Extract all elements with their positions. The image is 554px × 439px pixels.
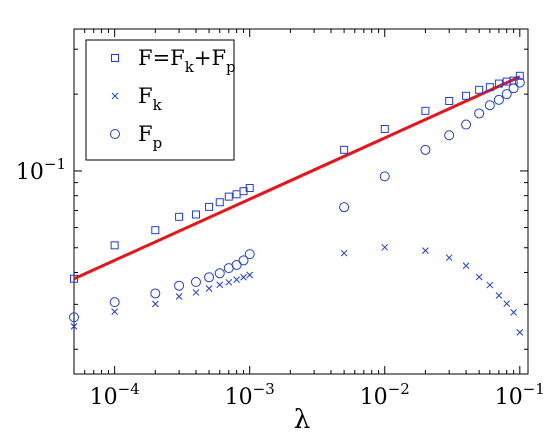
- data-point-square: [445, 96, 454, 105]
- data-point-square: [110, 241, 119, 250]
- data-point-circle: [501, 89, 512, 100]
- data-point-square: [340, 145, 349, 154]
- data-point-circle: [493, 94, 504, 105]
- data-point-cross: [246, 271, 254, 279]
- data-point-cross: [475, 273, 483, 281]
- data-point-square: [175, 212, 184, 221]
- data-point-square: [380, 125, 389, 134]
- legend-label: Fp: [138, 122, 162, 152]
- data-point-square: [494, 79, 503, 88]
- data-point-cross: [192, 289, 200, 296]
- fit-line-group: [73, 75, 521, 281]
- legend-label: F=Fk+Fp: [138, 46, 236, 76]
- data-point-circle: [514, 77, 525, 88]
- data-point-circle: [244, 249, 255, 260]
- data-point-circle: [174, 280, 185, 291]
- data-point-circle: [420, 144, 431, 155]
- x-tick-label: 10−1: [495, 380, 545, 410]
- data-point-square: [475, 85, 484, 94]
- data-point-circle: [69, 312, 79, 323]
- data-point-circle: [508, 83, 519, 94]
- data-point-circle: [190, 277, 201, 288]
- data-point-square: [191, 210, 200, 219]
- fit-line: [73, 75, 521, 281]
- data-point-circle: [231, 259, 242, 270]
- legend-marker-circle: [110, 129, 120, 139]
- legend: F=Fk+Fp Fk Fp: [85, 39, 236, 161]
- data-point-circle: [484, 100, 495, 111]
- data-point-cross: [516, 328, 524, 336]
- data-point-square: [245, 184, 254, 193]
- x-axis-label: λ: [294, 405, 310, 435]
- data-point-cross: [111, 308, 119, 315]
- data-point-cross: [503, 300, 511, 307]
- data-point-circle: [474, 108, 485, 119]
- data-point-circle: [339, 202, 350, 213]
- data-point-circle: [444, 130, 455, 141]
- y-axis-ticks: 10−1: [16, 48, 528, 350]
- legend-box: [85, 39, 235, 161]
- data-point-square: [421, 106, 430, 115]
- data-point-circle: [109, 297, 120, 308]
- legend-label: Fk: [138, 84, 163, 114]
- data-point-cross: [216, 281, 224, 289]
- data-point-square: [205, 202, 214, 211]
- data-point-square: [151, 226, 160, 235]
- x-tick-label: 10−4: [90, 380, 140, 410]
- y-tick-label: 10−1: [16, 155, 66, 185]
- data-point-square: [215, 198, 224, 207]
- data-point-cross: [205, 285, 213, 292]
- data-point-cross: [486, 281, 494, 289]
- data-point-square: [485, 83, 494, 92]
- data-point-cross: [175, 293, 183, 300]
- legend-marker-cross: [111, 92, 119, 100]
- data-point-cross: [240, 273, 247, 281]
- data-point-circle: [379, 171, 390, 182]
- data-point-circle: [204, 272, 215, 283]
- data-point-cross: [340, 249, 348, 257]
- data-points: [69, 71, 525, 336]
- data-point-square: [70, 274, 78, 283]
- data-point-cross: [422, 247, 429, 255]
- data-point-square: [462, 91, 471, 100]
- data-point-cross: [151, 300, 159, 308]
- data-point-cross: [381, 243, 389, 251]
- data-point-cross: [462, 262, 470, 270]
- data-point-cross: [70, 322, 78, 330]
- data-point-cross: [233, 276, 240, 283]
- data-point-square: [515, 71, 524, 80]
- data-point-cross: [445, 254, 453, 262]
- data-point-square: [224, 192, 233, 201]
- data-point-cross: [510, 309, 517, 316]
- x-tick-label: 10−2: [360, 380, 410, 410]
- data-point-circle: [461, 119, 472, 130]
- data-point-circle: [214, 268, 225, 279]
- data-point-circle: [238, 255, 249, 266]
- x-tick-label: 10−3: [225, 380, 275, 410]
- data-point-circle: [150, 288, 161, 299]
- data-point-cross: [495, 292, 503, 299]
- legend-marker-square: [111, 54, 119, 62]
- data-point-cross: [225, 278, 233, 286]
- x-axis-ticks: 10−4 10−3 10−2 10−1: [73, 29, 545, 410]
